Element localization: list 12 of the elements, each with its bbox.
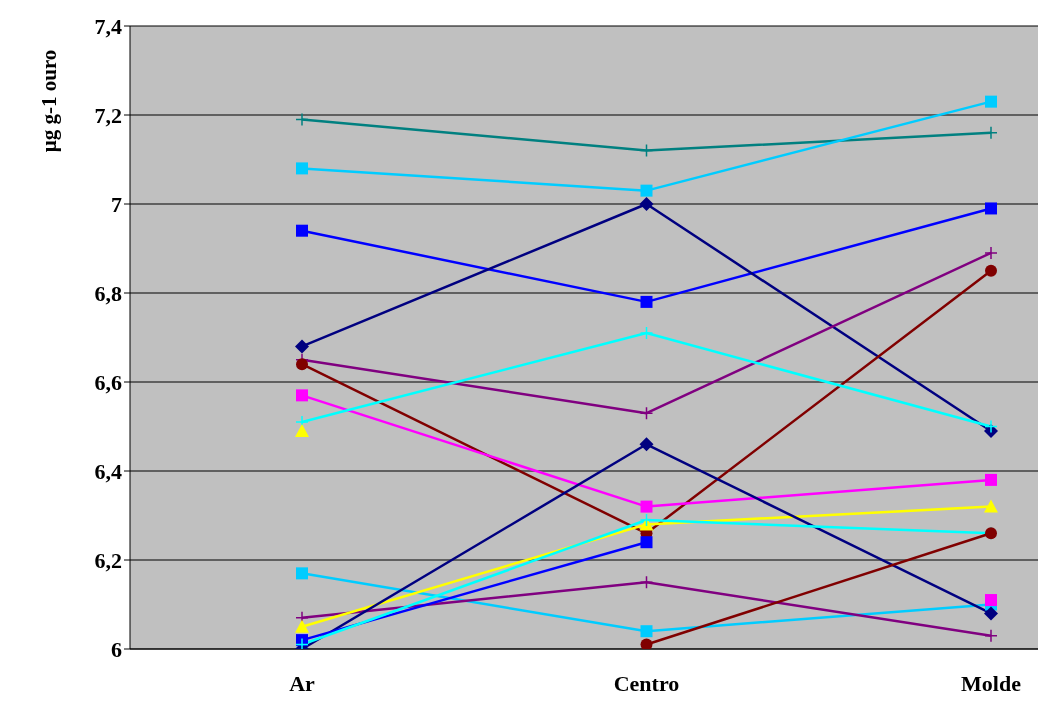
y-tick-label: 6,8 [94, 280, 122, 306]
y-tick-label: 6 [111, 636, 122, 662]
y-tick-label: 7 [111, 191, 122, 217]
x-tick-label: Molde [961, 670, 1022, 696]
x-tick-label: Ar [289, 670, 316, 696]
y-tick-label: 7,4 [94, 13, 122, 39]
y-tick-label: 6,4 [94, 458, 122, 484]
x-tick-label: Centro [613, 670, 680, 696]
y-tick-label: 6,2 [94, 547, 122, 573]
y-tick-label: 6,6 [94, 369, 122, 395]
y-axis-title: µg g-1 ouro [36, 49, 61, 153]
y-tick-label: 7,2 [94, 102, 122, 128]
